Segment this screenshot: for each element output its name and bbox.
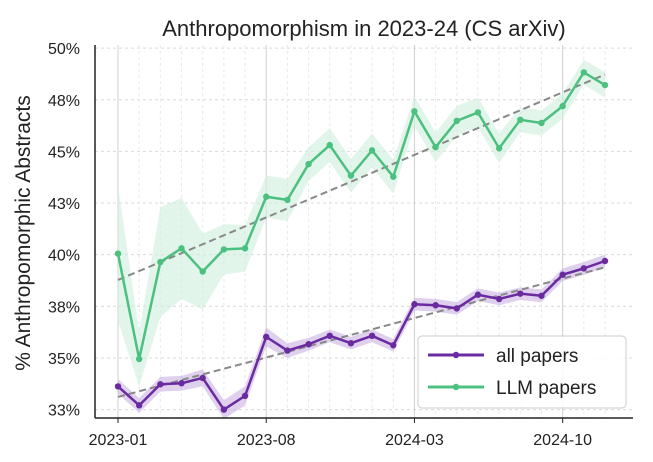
llm-papers-point [411, 108, 418, 115]
all-papers-point [538, 292, 545, 299]
all-papers-point [495, 295, 503, 303]
llm-papers-point [517, 116, 524, 124]
legend-all-papers-label: all papers [496, 346, 578, 367]
x-tick-label: 2023-01 [89, 432, 148, 449]
all-papers-point [263, 333, 270, 341]
llm-papers-point [474, 109, 482, 116]
trend-lines [117, 73, 606, 398]
y-tick-label: 50% [48, 41, 80, 58]
all-papers-point [601, 257, 609, 265]
all-papers-point [411, 301, 418, 308]
llm-papers-point [241, 245, 249, 252]
llm-papers-point [368, 147, 376, 154]
axes [94, 45, 633, 423]
y-tick-label: 38% [48, 299, 80, 316]
llm-papers-point [601, 81, 609, 89]
all-papers-line [117, 259, 606, 411]
series-lines [116, 71, 606, 411]
llm-papers-point [220, 246, 228, 253]
all-papers-point [517, 290, 524, 297]
all-papers-point [157, 381, 164, 388]
all-papers-point [474, 291, 482, 298]
legend-llm-papers-marker [452, 383, 460, 391]
all-papers-point [241, 392, 249, 400]
all-papers-trend-line [117, 266, 606, 398]
y-tick-label: 48% [48, 93, 80, 110]
llm-papers-point [538, 119, 545, 127]
y-tick-label: 45% [48, 144, 80, 161]
all-papers-point [432, 302, 439, 309]
y-axis-label: % Anthropomorphic Abstracts [12, 95, 35, 370]
y-tick-label: 40% [48, 248, 80, 265]
llm-papers-point [114, 250, 122, 257]
llm-papers-point [559, 102, 566, 110]
chart-title: Anthropomorphism in 2023-24 (CS arXiv) [162, 16, 566, 41]
llm-papers-point [284, 196, 291, 204]
legend-all-papers-marker [452, 351, 460, 359]
y-tick-label: 43% [48, 196, 80, 213]
llm-papers-trend-line [117, 73, 606, 281]
llm-papers-point [178, 245, 185, 252]
y-tick-labels: 33% 35% 38% 40% 43% 45% 48% 50% [48, 41, 80, 419]
llm-papers-line [116, 71, 606, 361]
all-papers-point [347, 339, 355, 347]
all-papers-point [199, 374, 206, 382]
all-papers-point [580, 265, 588, 272]
llm-papers-point [305, 160, 312, 168]
legend-llm-papers-label: LLM papers [496, 378, 596, 399]
llm-papers-point [453, 117, 460, 125]
x-tick-labels: 2023-01 2023-08 2024-03 2024-10 [89, 432, 592, 449]
all-papers-point [220, 406, 228, 413]
all-papers-point [559, 271, 566, 278]
all-papers-point [305, 341, 312, 348]
llm-papers-point [390, 173, 397, 180]
x-tick-label: 2024-03 [385, 432, 444, 449]
x-tick-label: 2023-08 [237, 432, 296, 449]
all-papers-point [178, 380, 185, 387]
llm-papers-point [580, 69, 588, 76]
all-papers-point [135, 402, 143, 409]
all-papers-point [284, 347, 291, 354]
all-papers-point [326, 332, 333, 340]
legend: all papers LLM papers [417, 335, 627, 409]
llm-papers-point [326, 141, 333, 149]
llm-papers-point [157, 258, 164, 266]
llm-papers-point [495, 145, 503, 152]
x-tick-label: 2024-10 [533, 432, 592, 449]
llm-papers-point [432, 144, 439, 151]
llm-papers-point [199, 268, 206, 275]
all-papers-point [390, 342, 397, 349]
llm-papers-point [135, 355, 143, 363]
y-tick-label: 35% [48, 351, 80, 368]
all-papers-point [453, 305, 460, 312]
y-tick-label: 33% [48, 403, 80, 420]
all-papers-point [368, 332, 376, 340]
llm-papers-point [347, 172, 355, 179]
series-points [114, 69, 609, 413]
llm-papers-point [263, 193, 270, 200]
all-papers-point [114, 383, 122, 390]
